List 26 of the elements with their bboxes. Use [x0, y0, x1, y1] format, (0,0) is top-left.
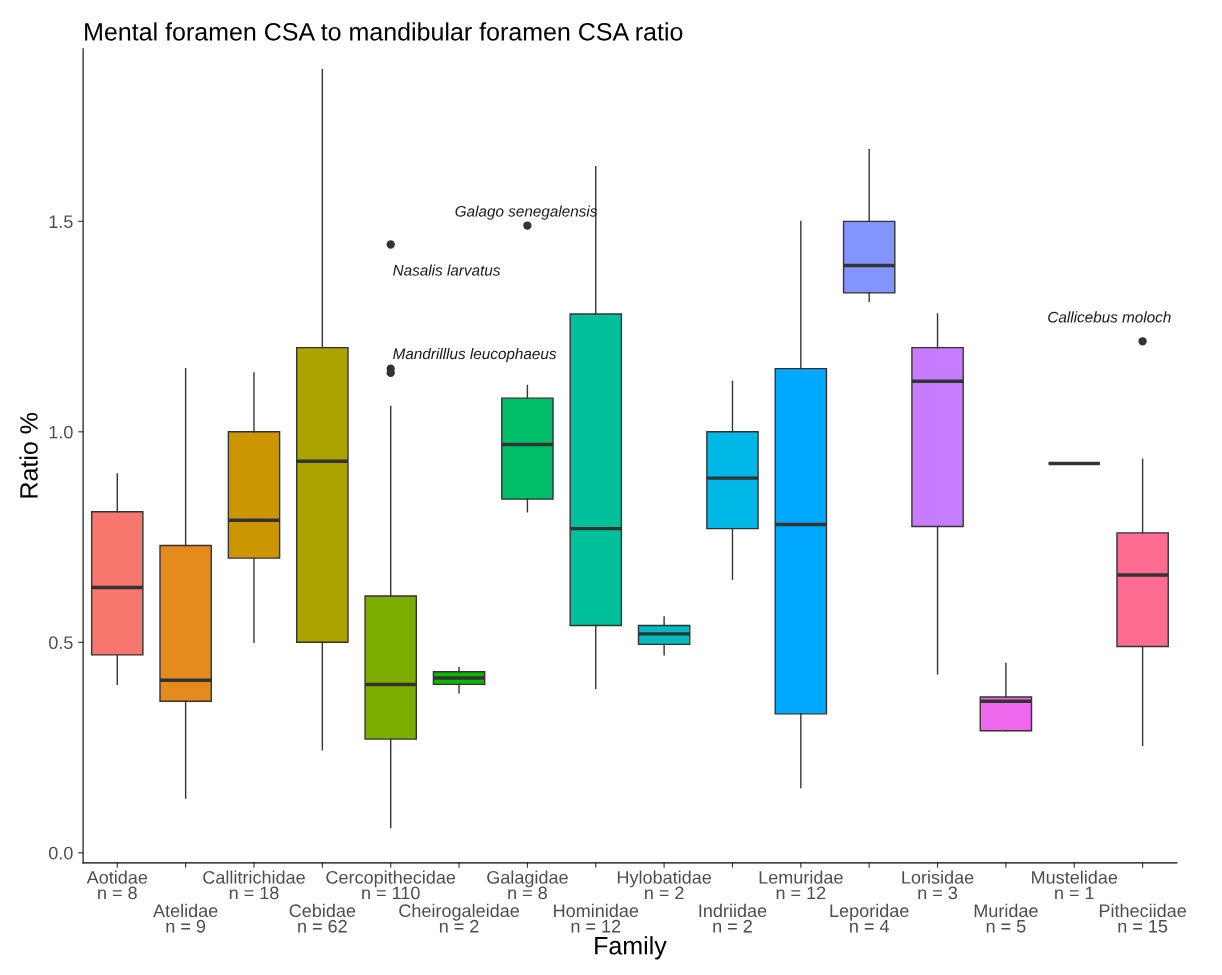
- y-tick-label: 0.5: [48, 636, 73, 650]
- x-tick-label: Hominidae n = 12: [554, 903, 639, 933]
- x-axis-title: Family: [595, 936, 667, 960]
- x-tick-label: Hylobatidae n = 2: [617, 870, 711, 900]
- annotation: Mandrilllus leucophaeus: [393, 347, 557, 363]
- annotation: Callicebus moloch: [1048, 311, 1171, 323]
- y-tick-label: 1.0: [49, 425, 73, 439]
- chart-title: Mental foramen CSA to mandibular foramen CSA ratio: [85, 22, 683, 41]
- x-tick-label: Mustelidae n = 1: [1032, 870, 1118, 900]
- x-tick-label: Aotidae n = 8: [86, 870, 148, 900]
- x-tick-label: Callitrichidae n = 18: [203, 870, 305, 900]
- annotation: Nasalis larvatus: [393, 264, 501, 276]
- x-tick-label: Galagidae n = 8: [487, 870, 568, 900]
- x-tick-label: Indriidae n = 2: [699, 903, 767, 933]
- x-tick-label: Cercopithecidae n = 110: [326, 870, 456, 900]
- x-tick-label: Leporidae n = 4: [830, 903, 909, 933]
- x-tick-label: Pitheciidae n = 15: [1099, 903, 1186, 933]
- x-tick-label: Cebidae n = 62: [289, 903, 356, 933]
- x-tick-label: Muridae n = 5: [974, 903, 1038, 933]
- x-tick-label: Cheirogaleidae n = 2: [399, 903, 519, 933]
- x-tick-label: Atelidae n = 9: [153, 903, 218, 933]
- x-tick-label: Lorisidae n = 3: [902, 870, 974, 900]
- y-axis-title: Ratio %: [19, 412, 38, 498]
- y-tick-label: 0.0: [48, 846, 73, 860]
- x-tick-label: Lemuridae n = 12: [759, 870, 843, 900]
- y-tick-label: 1.5: [49, 215, 73, 229]
